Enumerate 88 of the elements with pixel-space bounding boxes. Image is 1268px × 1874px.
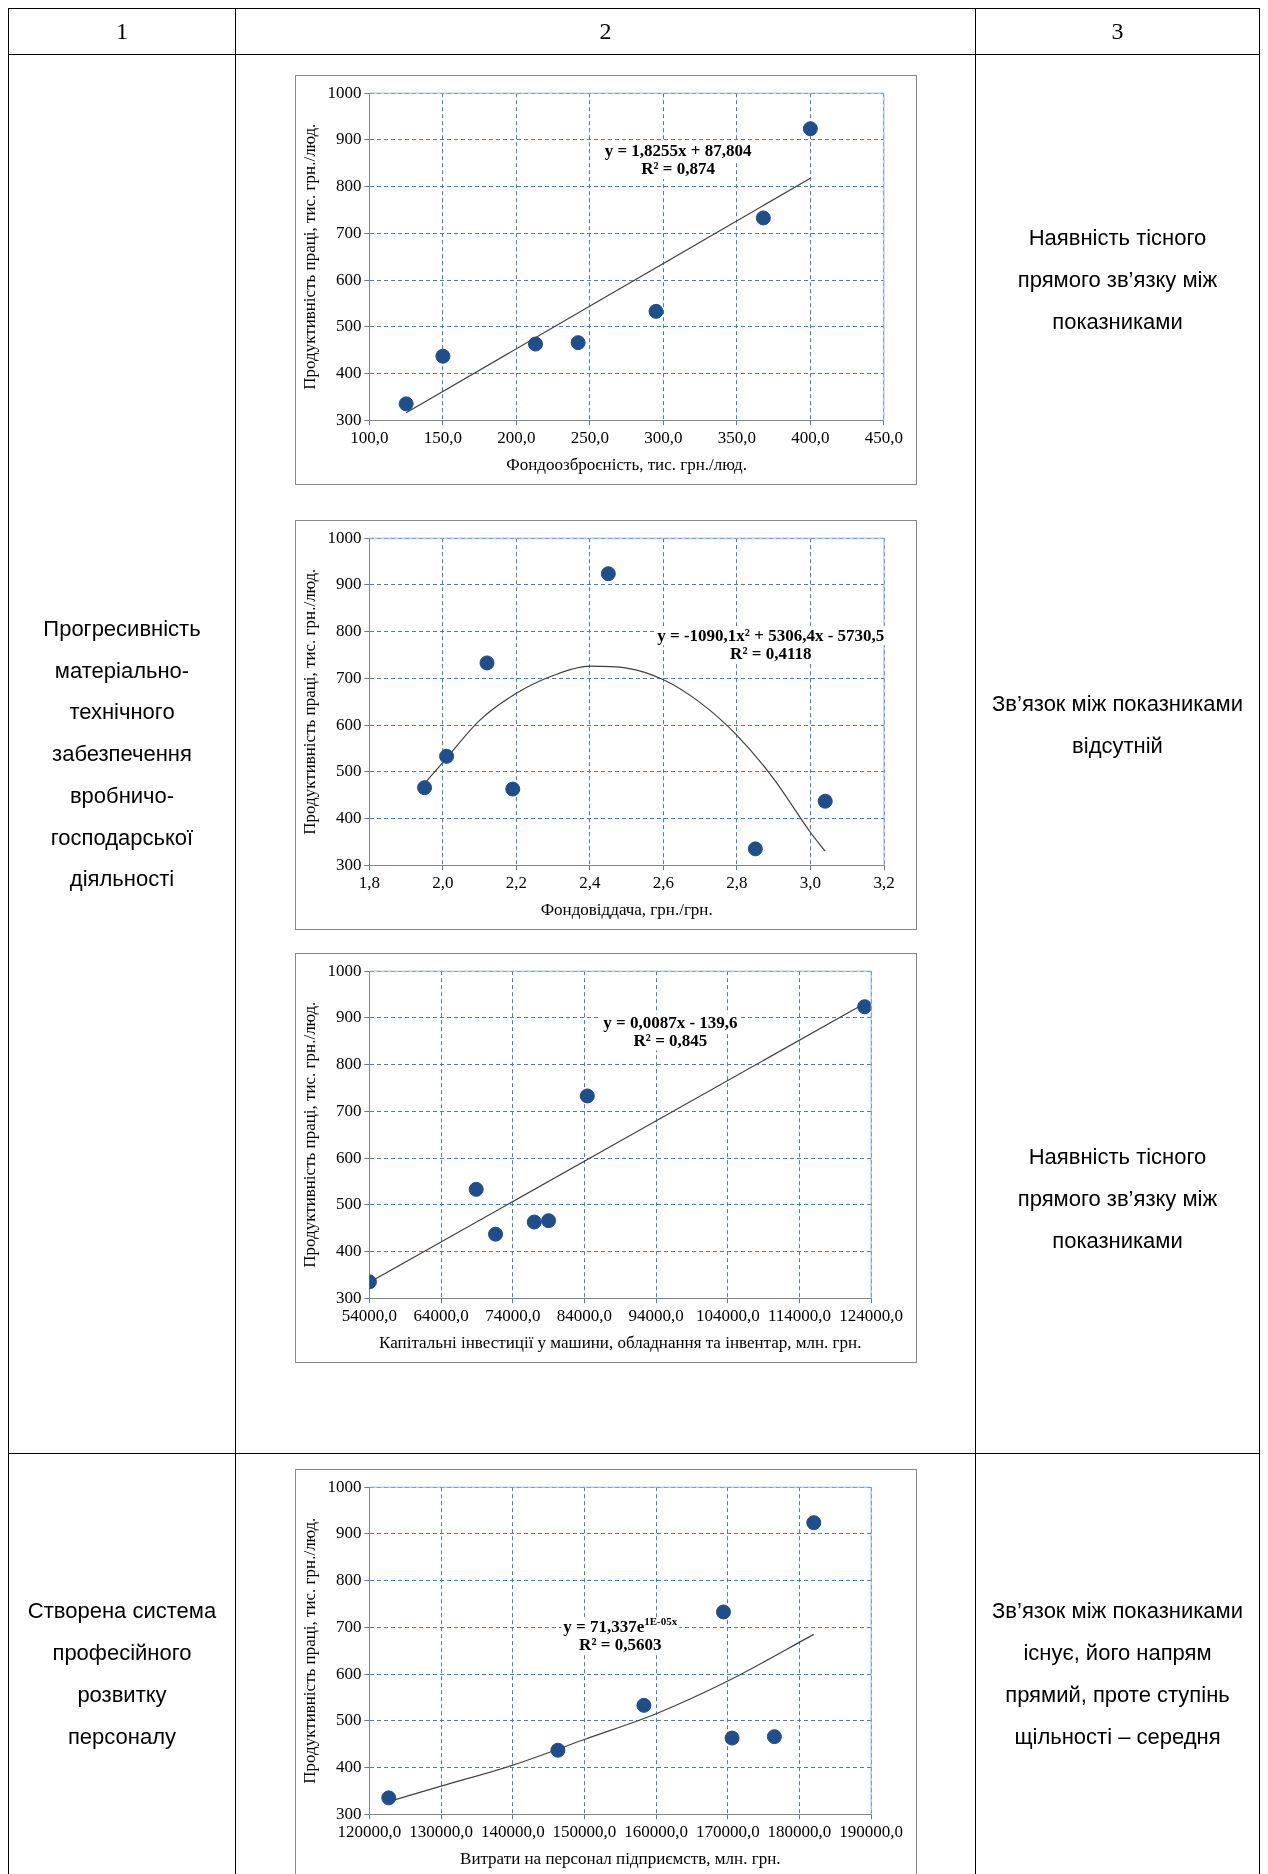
y-tick-label: 900	[335, 1007, 361, 1027]
x-axis-title: Капітальні інвестиції у машини, обладнання та інвентар, млн. грн.	[378, 1333, 861, 1353]
text: Зв’язок між показниками відсутній	[991, 690, 1244, 760]
text: 2	[235, 8, 976, 55]
y-tick-label: 500	[335, 1194, 361, 1214]
x-tick-label: 2,4	[578, 872, 601, 892]
x-tick-label: 350,0	[717, 427, 756, 447]
text: Зв’язок між показниками існує, його напрям прямий, проте ступінь щільності – середня	[991, 1597, 1244, 1751]
y-axis-title: Продуктивність праці, тис. грн./люд.	[299, 123, 319, 390]
x-tick-label: 1,8	[358, 872, 380, 892]
y-tick-label: 1000	[326, 82, 361, 102]
x-tick-label: 120000,0	[337, 1821, 401, 1841]
y-tick-label: 600	[335, 269, 361, 289]
y-tick-label: 900	[335, 1523, 361, 1543]
y-tick-label: 1000	[326, 527, 361, 547]
x-tick-label: 200,0	[496, 427, 536, 447]
y-tick-label: 700	[335, 667, 361, 687]
annotation: R² = 0,4118	[729, 643, 811, 663]
annotation: R² = 0,5603	[578, 1635, 661, 1655]
x-tick-label: 170000,0	[695, 1821, 760, 1841]
x-tick-label: 250,0	[570, 427, 609, 447]
x-tick-label: 114000,0	[767, 1305, 831, 1325]
y-tick-label: 400	[335, 362, 361, 382]
x-tick-label: 450,0	[864, 427, 903, 447]
x-tick-label: 130000,0	[408, 1821, 473, 1841]
y-tick-label: 400	[335, 1756, 361, 1776]
x-tick-label: 150,0	[423, 427, 462, 447]
y-tick-label: 400	[335, 807, 361, 827]
text: 1	[8, 8, 236, 55]
y-tick-label: 300	[335, 1803, 361, 1823]
x-tick-label: 140000,0	[480, 1821, 545, 1841]
y-tick-label: 900	[335, 129, 361, 149]
y-tick-label: 300	[335, 409, 361, 429]
y-tick-label: 500	[335, 1710, 361, 1730]
text: Наявність тісного прямого зв’язку між показниками	[1016, 224, 1219, 336]
x-tick-label: 54000,0	[341, 1305, 397, 1325]
y-tick-label: 800	[335, 1054, 361, 1074]
y-tick-label: 500	[335, 761, 361, 781]
x-tick-label: 2,0	[431, 872, 454, 892]
text: Наявність тісного прямого зв’язку між показниками	[1016, 1143, 1219, 1255]
x-tick-label: 180000,0	[767, 1821, 831, 1841]
x-tick-label: 94000,0	[627, 1305, 684, 1325]
x-tick-label: 400,0	[790, 427, 829, 447]
y-tick-label: 300	[335, 1287, 361, 1307]
y-tick-label: 900	[335, 574, 361, 594]
annotation: y = -1090,1x² + 5306,4x - 5730,5	[656, 625, 884, 645]
x-tick-label: 190000,0	[838, 1821, 903, 1841]
x-tick-label: 2,6	[652, 872, 674, 892]
y-axis-title: Продуктивність праці, тис. грн./люд.	[299, 1001, 319, 1268]
y-tick-label: 800	[335, 176, 361, 196]
text: Створена система професійного розвитку персоналу	[26, 1597, 218, 1751]
y-axis-title: Продуктивність праці, тис. грн./люд.	[299, 568, 319, 835]
x-tick-label: 74000,0	[484, 1305, 540, 1325]
x-axis-title: Витрати на персонал підприємств, млн. грн.	[459, 1849, 780, 1869]
x-tick-label: 104000,0	[695, 1305, 760, 1325]
y-tick-label: 600	[335, 1663, 361, 1683]
x-tick-label: 124000,0	[838, 1305, 903, 1325]
y-tick-label: 700	[335, 1100, 361, 1120]
y-tick-label: 400	[335, 1240, 361, 1260]
x-tick-label: 3,0	[799, 872, 821, 892]
x-tick-label: 150000,0	[552, 1821, 616, 1841]
y-tick-label: 800	[335, 1570, 361, 1590]
y-tick-label: 500	[335, 316, 361, 336]
annotation: R² = 0,845	[633, 1030, 707, 1050]
annotation: y = 0,0087x - 139,6	[602, 1012, 738, 1032]
text: Прогресивність матеріально-технічного забезпечення вробничо-господарської діяльності	[42, 614, 202, 894]
y-tick-label: 600	[335, 714, 361, 734]
x-axis-title: Фондоозброєність, тис. грн./люд.	[505, 455, 747, 475]
y-tick-label: 800	[335, 621, 361, 641]
text: 3	[975, 8, 1260, 55]
x-tick-label: 2,8	[725, 872, 748, 892]
y-axis-title: Продуктивність праці, тис. грн./люд.	[299, 1517, 319, 1784]
annotation: y = 1,8255x + 87,804	[604, 141, 752, 161]
x-axis-title: Фондовіддача, грн./грн.	[540, 900, 713, 920]
y-tick-label: 600	[335, 1147, 361, 1167]
x-tick-label: 100,0	[349, 427, 389, 447]
x-tick-label: 300,0	[643, 427, 683, 447]
y-tick-label: 700	[335, 1616, 361, 1636]
x-tick-label: 84000,0	[556, 1305, 612, 1325]
y-tick-label: 1000	[326, 1476, 361, 1496]
x-tick-label: 160000,0	[623, 1821, 688, 1841]
y-tick-label: 700	[335, 222, 361, 242]
annotation: R² = 0,874	[640, 159, 715, 179]
x-tick-label: 3,2	[872, 872, 895, 892]
y-tick-label: 300	[335, 854, 361, 874]
x-tick-label: 64000,0	[412, 1305, 469, 1325]
y-tick-label: 1000	[326, 960, 361, 980]
x-tick-label: 2,2	[505, 872, 527, 892]
